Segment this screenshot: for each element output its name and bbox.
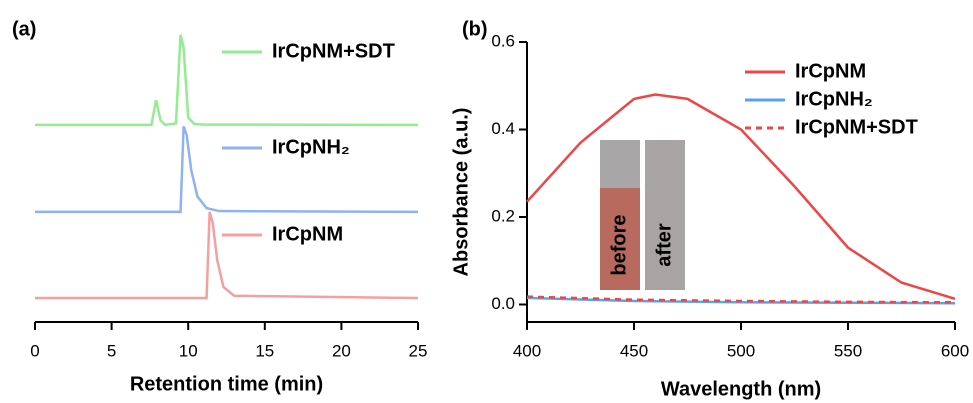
x-tick-label: 450: [620, 341, 648, 360]
x-tick-label: 5: [107, 341, 116, 360]
x-tick-label: 20: [332, 341, 351, 360]
series-line: [35, 34, 419, 127]
y-tick-label: 0.6: [491, 31, 515, 50]
x-tick-label: 400: [513, 341, 541, 360]
series-line: [526, 93, 956, 301]
y-tick-label: 0.2: [491, 206, 515, 225]
panel-label: (a): [12, 18, 36, 40]
x-tick-label: 10: [179, 341, 198, 360]
legend-label: IrCpNM+SDT: [795, 116, 918, 138]
x-axis-label: Wavelength (nm): [661, 378, 821, 400]
legend-label: IrCpNM: [272, 223, 343, 245]
legend-label: IrCpNH₂: [272, 136, 350, 158]
legend-label: IrCpNH₂: [795, 88, 873, 110]
inset-label: after: [653, 223, 675, 267]
x-tick-label: 25: [409, 341, 428, 360]
legend-label: IrCpNM+SDT: [272, 40, 395, 62]
y-tick-label: 0.0: [491, 294, 515, 313]
inset-vial-after: [645, 140, 685, 290]
legend-label: IrCpNM: [795, 60, 866, 82]
x-tick-label: 550: [834, 341, 862, 360]
panel-label: (b): [462, 18, 488, 40]
x-tick-label: 500: [727, 341, 755, 360]
x-tick-label: 0: [30, 341, 39, 360]
series-line: [35, 211, 419, 300]
x-tick-label: 15: [255, 341, 274, 360]
series-line: [526, 295, 956, 304]
x-axis-label: Retention time (min): [130, 373, 323, 395]
y-tick-label: 0.4: [491, 119, 515, 138]
inset-label: before: [608, 214, 630, 275]
inset-vial-top: [600, 140, 640, 188]
y-axis-label: Absorbance (a.u.): [450, 108, 472, 277]
x-tick-label: 600: [941, 341, 969, 360]
series-line: [35, 125, 419, 214]
